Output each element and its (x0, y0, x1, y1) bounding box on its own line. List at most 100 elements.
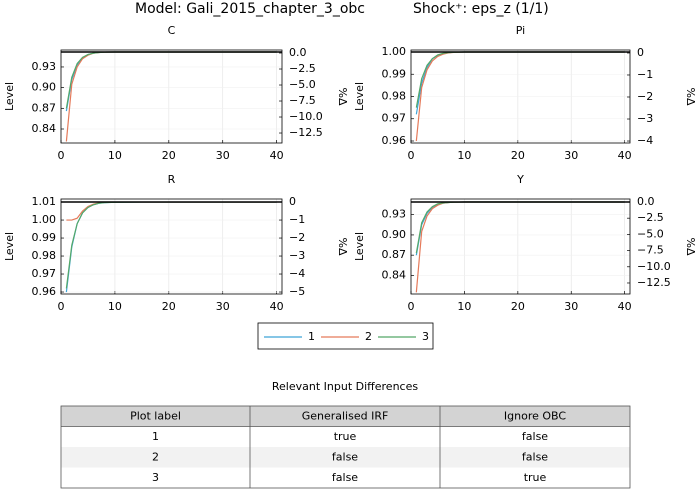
table-cell: 3 (152, 471, 159, 484)
y-tick-label: 0.99 (32, 231, 57, 244)
table-cell: false (522, 430, 548, 443)
y2-tick-label: −4 (289, 267, 305, 280)
y2-tick-label: −12.5 (289, 126, 323, 139)
y2-tick-label: −5 (289, 285, 305, 298)
series-line (65, 51, 277, 112)
y2-axis-label: %Δ (336, 88, 349, 106)
y2-tick-label: −5.0 (289, 78, 316, 91)
x-tick-label: 0 (408, 300, 415, 313)
table-frame (60, 405, 631, 489)
y-tick-label: 0.87 (32, 101, 57, 114)
x-tick-label: 30 (564, 300, 578, 313)
table-cell: true (524, 471, 547, 484)
y-axis-label: Level (3, 232, 16, 261)
series-line (65, 201, 277, 293)
x-tick-label: 30 (564, 149, 578, 162)
y-tick-label: 1.01 (32, 195, 57, 208)
x-tick-label: 20 (162, 300, 176, 313)
table-header-cell: Generalised IRF (302, 409, 389, 422)
y2-tick-label: −3 (637, 112, 653, 125)
legend-label: 3 (422, 330, 429, 343)
series-line (65, 51, 277, 109)
y-tick-label: 0.97 (32, 267, 57, 280)
table-title: Relevant Input Differences (272, 380, 418, 393)
y-tick-label: 0.98 (32, 249, 57, 262)
x-tick-label: 10 (108, 149, 122, 162)
y-tick-label: 1.00 (382, 45, 407, 58)
table-cell: false (332, 450, 358, 463)
table-cell: 1 (152, 430, 159, 443)
x-tick-label: 0 (58, 149, 65, 162)
plot-frame (60, 198, 283, 295)
y2-axis-label: %Δ (684, 88, 697, 106)
panel-title: C (168, 24, 176, 37)
y-tick-label: 0.84 (382, 268, 407, 281)
y2-tick-label: −2.5 (637, 211, 664, 224)
series-line (415, 201, 625, 256)
y-tick-label: 0.96 (32, 285, 57, 298)
series-line (415, 51, 625, 115)
table-cell: 2 (152, 450, 159, 463)
series-line (66, 201, 277, 221)
table-cell: false (522, 450, 548, 463)
x-tick-label: 40 (618, 300, 632, 313)
y-tick-label: 0.87 (382, 248, 407, 261)
y2-tick-label: −4 (637, 134, 653, 147)
y2-tick-label: −1 (289, 213, 305, 226)
series-line (415, 201, 625, 254)
y2-tick-label: −12.5 (637, 276, 671, 289)
table-cell: true (334, 430, 357, 443)
y2-tick-label: −1 (637, 68, 653, 81)
y2-tick-label: −3 (289, 249, 305, 262)
panel-title: Y (516, 173, 524, 186)
shock-title: Shock⁺: eps_z (1/1) (413, 1, 549, 17)
y2-tick-label: −2 (289, 231, 305, 244)
panel-title: R (168, 173, 176, 186)
table-header-cell: Plot label (130, 409, 181, 422)
y-tick-label: 0.93 (382, 208, 407, 221)
plot-frame (60, 49, 283, 144)
series-line (65, 51, 277, 142)
y-tick-label: 0.90 (382, 228, 407, 241)
x-tick-label: 0 (58, 300, 65, 313)
panel-title: Pi (516, 24, 525, 37)
y2-tick-label: −10.0 (637, 260, 671, 273)
y2-axis-label: %Δ (684, 238, 697, 256)
y2-tick-label: −7.5 (289, 94, 316, 107)
y-tick-label: 1.00 (32, 213, 57, 226)
y-tick-label: 0.84 (32, 122, 57, 135)
x-tick-label: 30 (216, 149, 230, 162)
y-axis-label: Level (3, 82, 16, 111)
y2-tick-label: −2 (637, 90, 653, 103)
x-tick-label: 40 (270, 149, 284, 162)
y-tick-label: 0.99 (382, 67, 407, 80)
y2-tick-label: 0 (289, 195, 296, 208)
x-tick-label: 10 (457, 300, 471, 313)
x-tick-label: 40 (618, 149, 632, 162)
y-axis-label: Level (353, 82, 366, 111)
y-tick-label: 0.97 (382, 112, 407, 125)
y-tick-label: 0.96 (382, 134, 407, 147)
y2-tick-label: −2.5 (289, 62, 316, 75)
y-axis-label: Level (353, 232, 366, 261)
legend-label: 1 (308, 330, 315, 343)
series-line (415, 51, 625, 108)
series-line (415, 201, 625, 293)
x-tick-label: 10 (108, 300, 122, 313)
series-line (65, 201, 277, 289)
y-tick-label: 0.98 (382, 90, 407, 103)
legend-label: 2 (365, 330, 372, 343)
table-header-cell: Ignore OBC (504, 409, 566, 422)
x-tick-label: 20 (511, 300, 525, 313)
y2-tick-label: −7.5 (637, 244, 664, 257)
table-cell: false (332, 471, 358, 484)
x-tick-label: 40 (270, 300, 284, 313)
y2-tick-label: −10.0 (289, 110, 323, 123)
plot-frame (410, 198, 631, 295)
y2-tick-label: −5.0 (637, 227, 664, 240)
table-header-bg (61, 406, 630, 427)
plot-frame (410, 49, 631, 144)
x-tick-label: 20 (511, 149, 525, 162)
x-tick-label: 30 (216, 300, 230, 313)
